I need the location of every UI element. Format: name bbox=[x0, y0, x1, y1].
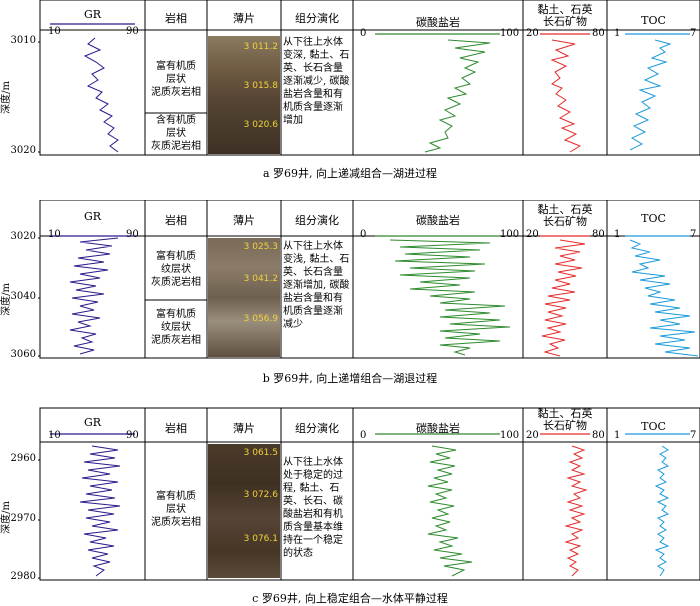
clay-axis-max: 80 bbox=[592, 28, 605, 39]
carbonate-curve bbox=[389, 239, 511, 356]
facies-label: 富有机质 纹层状 灰质泥岩相 bbox=[151, 251, 201, 288]
thin-section-header: 薄片 bbox=[233, 214, 255, 227]
evolution-header: 组分演化 bbox=[295, 12, 339, 25]
carbonate-axis-min: 0 bbox=[360, 28, 367, 39]
depth-tick: 2960 bbox=[10, 453, 36, 464]
gr-curve bbox=[83, 37, 119, 153]
gr-header: GR bbox=[83, 416, 102, 429]
toc-header: TOC bbox=[641, 14, 666, 27]
carbonate-header: 碳酸盐岩 bbox=[416, 214, 460, 227]
carbonate-curve bbox=[427, 445, 473, 577]
facies-header: 岩相 bbox=[165, 214, 187, 227]
carbonate-axis-min: 0 bbox=[360, 430, 367, 441]
gr-axis-min: 10 bbox=[48, 229, 61, 240]
toc-header: TOC bbox=[641, 212, 666, 225]
clay-axis-max: 80 bbox=[592, 229, 605, 240]
carbonate-axis-max: 100 bbox=[500, 28, 520, 39]
thin-section-depth: 3 072.6 bbox=[243, 490, 278, 500]
thin-section-header: 薄片 bbox=[233, 12, 255, 25]
evolution-header: 组分演化 bbox=[295, 214, 339, 227]
facies-header: 岩相 bbox=[165, 12, 187, 25]
panel-b-frame bbox=[38, 200, 700, 359]
thin-section-depth: 3 011.2 bbox=[243, 42, 278, 52]
evolution-text: 从下往上水体 变浅, 黏土、石 英、长石含量 逐渐增加, 碳酸 盐岩含量和有 机… bbox=[283, 241, 350, 330]
depth-axis-label: 深度/m bbox=[0, 501, 12, 534]
carbonate-header: 碳酸盐岩 bbox=[416, 16, 460, 29]
clay-curve bbox=[550, 39, 582, 153]
thin-section-image: 3 011.2 3 015.8 3 020.6 bbox=[208, 36, 280, 154]
panel-a: GR 10 90 岩相 薄片 组分演化 碳酸盐岩 0 100 黏土、石英 长石矿… bbox=[0, 0, 700, 200]
depth-tick: 2980 bbox=[10, 571, 36, 582]
thin-section-depth: 3 041.2 bbox=[243, 274, 278, 284]
carbonate-axis-min: 0 bbox=[360, 229, 367, 240]
gr-axis-min: 10 bbox=[48, 26, 61, 37]
gr-curve bbox=[69, 237, 119, 355]
depth-tick: 3020 bbox=[10, 231, 36, 242]
gr-axis-max: 90 bbox=[126, 26, 139, 37]
panel-caption: b 罗69井, 向上递增组合—湖退过程 bbox=[262, 372, 438, 385]
depth-tick: 3060 bbox=[10, 349, 36, 360]
carbonate-curve bbox=[424, 39, 491, 153]
depth-axis-label: 深度/m bbox=[0, 81, 12, 114]
panel-b: GR 10 90 岩相 薄片 组分演化 碳酸盐岩 0 100 黏土、石英 长石矿… bbox=[0, 200, 700, 400]
thin-section-header: 薄片 bbox=[233, 422, 255, 435]
facies-label: 富有机质 层状 泥质灰岩相 bbox=[151, 491, 201, 528]
thin-section-image: 3 061.5 3 072.6 3 076.1 bbox=[208, 444, 280, 578]
panel-caption: a 罗69井, 向上递减组合—湖进过程 bbox=[262, 167, 438, 180]
facies-label: 富有机质 纹层状 泥质灰岩相 bbox=[151, 309, 201, 346]
toc-axis-min: 1 bbox=[614, 430, 621, 441]
evolution-header: 组分演化 bbox=[295, 422, 339, 435]
gr-axis-max: 90 bbox=[126, 229, 139, 240]
panel-c-frame bbox=[38, 407, 700, 581]
panel-c: GR 10 90 岩相 薄片 组分演化 碳酸盐岩 0 100 黏土、石英 长石矿… bbox=[0, 400, 700, 605]
gr-axis-min: 10 bbox=[48, 430, 61, 441]
clay-curve bbox=[541, 239, 586, 357]
depth-tick: 3020 bbox=[10, 145, 36, 156]
panel-caption: c 罗69井, 向上稳定组合—水体平静过程 bbox=[252, 592, 448, 605]
gr-curve bbox=[79, 445, 121, 577]
evolution-text: 从下往上水体 变深, 黏土、石 英、长石含量 逐渐减少, 碳酸 盐岩含量和有 机… bbox=[283, 37, 350, 126]
carbonate-axis-max: 100 bbox=[500, 430, 520, 441]
thin-section-depth: 3 015.8 bbox=[243, 81, 278, 91]
clay-header: 黏土、石英 长石矿物 bbox=[537, 3, 593, 28]
toc-axis-max: 7 bbox=[690, 229, 697, 240]
toc-curve bbox=[629, 39, 672, 151]
carbonate-axis-max: 100 bbox=[500, 229, 520, 240]
thin-section-depth: 3 076.1 bbox=[243, 534, 278, 544]
toc-axis-min: 1 bbox=[614, 229, 621, 240]
toc-header: TOC bbox=[641, 420, 666, 433]
toc-curve bbox=[654, 445, 670, 577]
toc-curve bbox=[629, 239, 699, 357]
thin-section-depth: 3 061.5 bbox=[243, 448, 278, 458]
clay-curve bbox=[564, 445, 588, 577]
thin-section-depth: 3 020.6 bbox=[243, 120, 278, 130]
clay-axis-min: 20 bbox=[526, 430, 539, 441]
thin-section-depth: 3 056.9 bbox=[243, 314, 278, 324]
clay-header: 黏土、石英 长石矿物 bbox=[537, 407, 593, 432]
toc-axis-min: 1 bbox=[614, 28, 621, 39]
gr-axis-max: 90 bbox=[126, 430, 139, 441]
facies-header: 岩相 bbox=[165, 422, 187, 435]
clay-header: 黏土、石英 长石矿物 bbox=[537, 203, 593, 228]
evolution-text: 从下往上水体 处于稳定的过 程, 黏土、石 英、长石、碳 酸盐岩和有机 质含量基… bbox=[283, 457, 343, 559]
depth-tick: 2970 bbox=[10, 513, 36, 524]
panel-a-frame bbox=[38, 0, 700, 156]
depth-axis-label: 深度/m bbox=[0, 283, 12, 316]
depth-tick: 3010 bbox=[10, 35, 36, 46]
toc-axis-max: 7 bbox=[690, 430, 697, 441]
depth-tick: 3040 bbox=[10, 291, 36, 302]
toc-axis-max: 7 bbox=[690, 28, 697, 39]
facies-label: 富有机质 层状 泥质灰岩相 bbox=[151, 61, 201, 98]
clay-axis-max: 80 bbox=[592, 430, 605, 441]
facies-label: 含有机质 层状 灰质泥岩相 bbox=[151, 115, 201, 152]
gr-header: GR bbox=[83, 210, 102, 223]
thin-section-image: 3 025.3 3 041.2 3 056.9 bbox=[208, 238, 280, 357]
clay-axis-min: 20 bbox=[526, 28, 539, 39]
carbonate-header: 碳酸盐岩 bbox=[416, 422, 460, 435]
clay-axis-min: 20 bbox=[526, 229, 539, 240]
thin-section-depth: 3 025.3 bbox=[243, 242, 278, 252]
gr-header: GR bbox=[83, 8, 102, 21]
